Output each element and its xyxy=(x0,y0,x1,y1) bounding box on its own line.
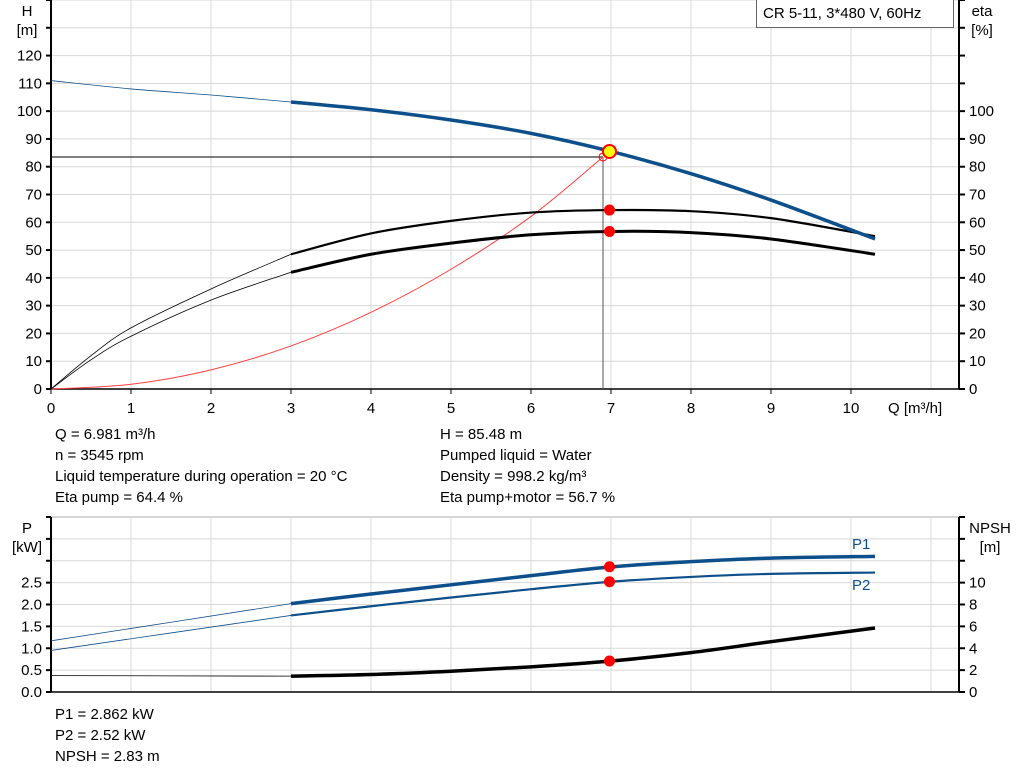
y-right-label: eta xyxy=(972,3,994,20)
power-chart-left-tick-label: 2.0 xyxy=(21,597,42,614)
head-chart-left-tick-label: 110 xyxy=(18,75,42,92)
p1-series-label: P1 xyxy=(852,536,870,553)
power-chart-right-tick-label: 6 xyxy=(969,618,977,635)
npsh-curve-extrapolated xyxy=(50,675,292,677)
info-right: H = 85.48 m Pumped liquid = Water Densit… xyxy=(440,424,615,508)
head-chart-right-tick-label: 40 xyxy=(969,270,986,287)
x-tick-label: 8 xyxy=(687,400,695,417)
info-left: Q = 6.981 m³/h n = 3545 rpm Liquid tempe… xyxy=(55,424,347,508)
x-tick-label: 10 xyxy=(843,400,860,417)
x-tick-label: 7 xyxy=(607,400,615,417)
head-chart-right-tick-label: 10 xyxy=(969,353,986,370)
head-curve-extrapolated xyxy=(50,80,292,103)
head-chart-left-tick-label: 60 xyxy=(25,214,42,231)
info-npsh: NPSH = 2.83 m xyxy=(55,748,160,765)
p2-curve xyxy=(290,571,876,617)
y-left-label: H xyxy=(22,3,33,20)
eta-total-duty-point xyxy=(603,225,615,237)
power-chart-left-tick-label: 1.5 xyxy=(21,618,42,635)
y-left-unit: [m] xyxy=(17,22,38,39)
head-chart-right-tick-label: 90 xyxy=(969,131,986,148)
head-chart-right-tick-label: 80 xyxy=(969,159,986,176)
power-chart-right-tick-label: 0 xyxy=(969,684,977,701)
info-temperature: Liquid temperature during operation = 20… xyxy=(55,468,348,485)
x-tick-label: 1 xyxy=(127,400,135,417)
info-flow: Q = 6.981 m³/h xyxy=(55,426,156,443)
head-chart-left-tick-label: 80 xyxy=(25,159,42,176)
info-density: Density = 998.2 kg/m³ xyxy=(440,468,587,485)
x-axis-label: Q [m³/h] xyxy=(888,400,942,417)
x-tick-label: 3 xyxy=(287,400,295,417)
head-duty-point xyxy=(601,143,617,159)
y-right-unit: [%] xyxy=(971,22,993,39)
power-chart-right-tick-label: 2 xyxy=(969,662,977,679)
x-tick-label: 0 xyxy=(47,400,55,417)
eta-pump-duty-point xyxy=(603,204,615,216)
info-liquid: Pumped liquid = Water xyxy=(440,447,592,464)
head-chart-right-tick-label: 30 xyxy=(969,298,986,315)
head-chart-left-tick-label: 90 xyxy=(25,131,42,148)
p2-duty-point xyxy=(603,576,615,588)
x-tick-label: 9 xyxy=(767,400,775,417)
head-chart-right-tick-label: 20 xyxy=(969,325,986,342)
power-chart-right-tick-label: 4 xyxy=(969,640,977,657)
head-chart-right-tick-label: 60 xyxy=(969,214,986,231)
npsh-duty-point xyxy=(603,655,615,667)
head-chart-left-tick-label: 120 xyxy=(17,48,42,65)
head-chart-left-tick-label: 50 xyxy=(25,242,42,259)
head-chart-left-tick-label: 70 xyxy=(25,187,42,204)
info-p1: P1 = 2.862 kW xyxy=(55,706,154,723)
head-chart-right-tick-label: 70 xyxy=(969,187,986,204)
info-bottom: P1 = 2.862 kW P2 = 2.52 kW NPSH = 2.83 m xyxy=(55,704,160,767)
p1-curve-extrapolated xyxy=(50,603,292,642)
power-chart-left-tick-label: 0.0 xyxy=(21,684,42,701)
system-curve xyxy=(50,156,604,390)
p-axis-label: P xyxy=(22,520,32,537)
head-chart-left-tick-label: 100 xyxy=(17,103,42,120)
head-chart-left-tick-label: 10 xyxy=(25,353,42,370)
head-chart-right-tick-label: 50 xyxy=(969,242,986,259)
head-curve xyxy=(290,100,876,241)
info-eta-total: Eta pump+motor = 56.7 % xyxy=(440,489,616,506)
npsh-axis-unit: [m] xyxy=(980,539,1001,556)
p1-curve xyxy=(290,554,876,606)
head-chart-right-tick-label: 100 xyxy=(969,103,994,120)
npsh-axis-label: NPSH xyxy=(969,520,1011,537)
info-speed: n = 3545 rpm xyxy=(55,447,144,464)
p2-series-label: P2 xyxy=(852,577,870,594)
power-chart-left-tick-label: 1.0 xyxy=(21,640,42,657)
head-chart-left-tick-label: 40 xyxy=(25,270,42,287)
eta-total-curve xyxy=(290,229,876,274)
power-chart-left-tick-label: 0.5 xyxy=(21,662,42,679)
head-chart-left-tick-label: 0 xyxy=(34,381,42,398)
x-tick-label: 5 xyxy=(447,400,455,417)
power-chart-right-tick-label: 10 xyxy=(969,575,986,592)
info-head: H = 85.48 m xyxy=(440,426,523,443)
x-tick-label: 6 xyxy=(527,400,535,417)
eta-pump-curve-extrapolated xyxy=(50,253,292,390)
head-chart-right-tick-label: 0 xyxy=(969,381,977,398)
p2-curve-extrapolated xyxy=(50,615,292,651)
eta-total-curve-extrapolated xyxy=(50,271,292,390)
power-chart-left-tick-label: 2.5 xyxy=(21,575,42,592)
eta-pump-curve xyxy=(290,208,876,256)
info-p2: P2 = 2.52 kW xyxy=(55,727,146,744)
power-chart-right-tick-label: 8 xyxy=(969,597,977,614)
pump-model-legend: CR 5-11, 3*480 V, 60Hz xyxy=(756,0,954,28)
info-eta-pump: Eta pump = 64.4 % xyxy=(55,489,183,506)
x-tick-label: 4 xyxy=(367,400,375,417)
p1-duty-point xyxy=(603,561,615,573)
npsh-curve xyxy=(290,626,876,678)
x-tick-label: 2 xyxy=(207,400,215,417)
p-axis-unit: [kW] xyxy=(12,539,42,556)
head-chart-left-tick-label: 20 xyxy=(25,325,42,342)
head-chart-left-tick-label: 30 xyxy=(25,298,42,315)
